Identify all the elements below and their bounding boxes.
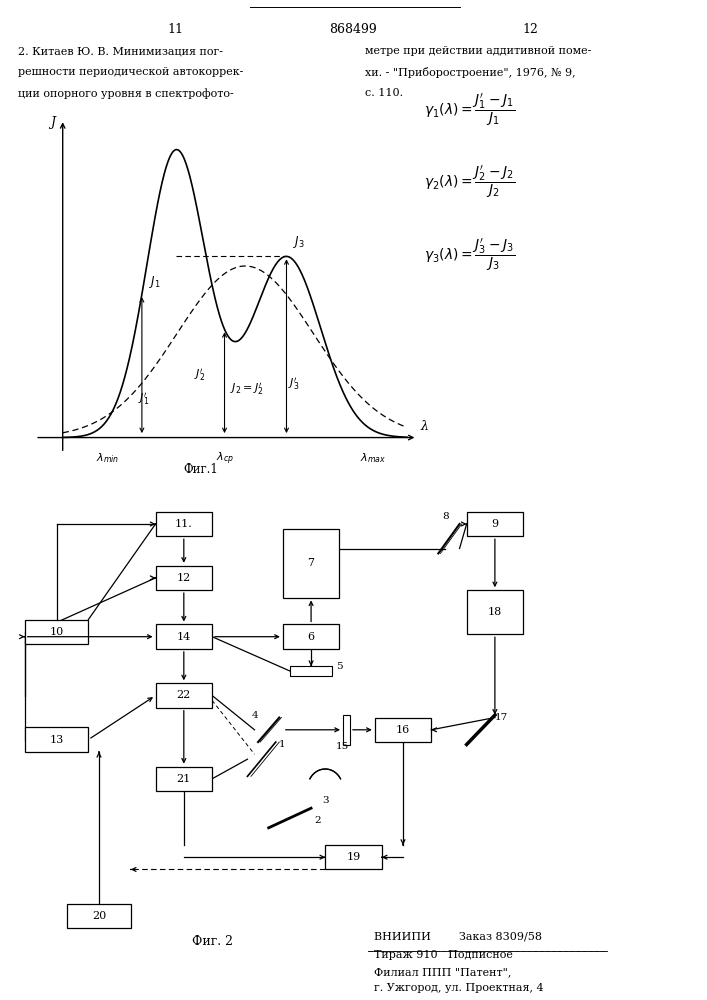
Text: $J_3'$: $J_3'$ [288, 376, 300, 392]
Text: $J_1$: $J_1$ [148, 274, 160, 290]
Bar [290, 666, 332, 676]
Text: хи. - "Приборостроение", 1976, № 9,: хи. - "Приборостроение", 1976, № 9, [365, 67, 575, 78]
Text: г. Ужгород, ул. Проектная, 4: г. Ужгород, ул. Проектная, 4 [374, 983, 544, 993]
Text: 11.: 11. [175, 519, 193, 529]
Text: 3: 3 [322, 796, 329, 805]
Bar [156, 512, 212, 536]
Bar [325, 845, 382, 869]
Text: $\gamma_2(\lambda)=\dfrac{J_2'-J_2}{J_2}$: $\gamma_2(\lambda)=\dfrac{J_2'-J_2}{J_2}… [424, 164, 515, 200]
Text: $\gamma_3(\lambda)=\dfrac{J_3'-J_3}{J_3}$: $\gamma_3(\lambda)=\dfrac{J_3'-J_3}{J_3}… [424, 236, 515, 273]
Text: 6: 6 [308, 632, 315, 642]
Text: метре при действии аддитивной поме-: метре при действии аддитивной поме- [365, 46, 591, 56]
Text: 11: 11 [167, 23, 183, 36]
Bar [67, 904, 131, 928]
Text: 19: 19 [346, 852, 361, 862]
Text: 18: 18 [488, 607, 502, 617]
Text: 21: 21 [177, 774, 191, 784]
Text: 17: 17 [495, 713, 508, 722]
Text: 22: 22 [177, 690, 191, 700]
Text: $\lambda_{cp}$: $\lambda_{cp}$ [216, 450, 233, 467]
Text: Филиал ППП "Патент",: Филиал ППП "Патент", [374, 968, 512, 978]
Text: $\gamma_1(\lambda)=\dfrac{J_1'-J_1}{J_1}$: $\gamma_1(\lambda)=\dfrac{J_1'-J_1}{J_1}… [424, 91, 515, 128]
Text: 10: 10 [49, 627, 64, 637]
Text: 13: 13 [49, 735, 64, 745]
Bar [156, 767, 212, 791]
Text: $J_1'$: $J_1'$ [139, 391, 150, 407]
Text: λ: λ [421, 420, 428, 433]
Text: 2: 2 [315, 816, 321, 825]
Bar [25, 620, 88, 644]
Text: 5: 5 [336, 662, 342, 671]
Bar [343, 715, 350, 744]
Text: 12: 12 [522, 23, 538, 36]
Text: с. 110.: с. 110. [365, 88, 403, 98]
Text: $J_2=J_2'$: $J_2=J_2'$ [230, 381, 263, 397]
Text: Фиг.1: Фиг.1 [183, 463, 218, 476]
Text: ВНИИПИ        Заказ 8309/58: ВНИИПИ Заказ 8309/58 [374, 931, 542, 941]
Bar [156, 566, 212, 590]
Text: 7: 7 [308, 558, 315, 568]
Text: 14: 14 [177, 632, 191, 642]
Text: $J_2'$: $J_2'$ [194, 367, 205, 383]
Text: 16: 16 [396, 725, 410, 735]
Text: решности периодической автокоррек-: решности периодической автокоррек- [18, 67, 243, 77]
Text: 4: 4 [251, 711, 258, 720]
Bar [283, 624, 339, 649]
Text: J: J [50, 116, 55, 129]
Bar [467, 590, 523, 634]
Bar [156, 683, 212, 708]
Text: 8: 8 [442, 512, 449, 521]
Text: $J_3$: $J_3$ [293, 234, 305, 250]
Text: $\lambda_{min}$: $\lambda_{min}$ [96, 451, 119, 465]
Bar [467, 512, 523, 536]
Text: Тираж 910   Подписное: Тираж 910 Подписное [374, 950, 513, 960]
Text: 15: 15 [337, 742, 349, 751]
Text: 2. Китаев Ю. В. Минимизация пог-: 2. Китаев Ю. В. Минимизация пог- [18, 46, 223, 56]
Text: 12: 12 [177, 573, 191, 583]
Text: 20: 20 [92, 911, 106, 921]
Bar [25, 727, 88, 752]
Bar [283, 529, 339, 597]
Text: $\lambda_{max}$: $\lambda_{max}$ [360, 451, 385, 465]
Bar [375, 718, 431, 742]
Text: 9: 9 [491, 519, 498, 529]
Text: 1: 1 [279, 740, 286, 749]
Bar [156, 624, 212, 649]
Text: 868499: 868499 [329, 23, 377, 36]
Text: ции опорного уровня в спектрофото-: ции опорного уровня в спектрофото- [18, 88, 234, 99]
Text: Фиг. 2: Фиг. 2 [192, 935, 233, 948]
